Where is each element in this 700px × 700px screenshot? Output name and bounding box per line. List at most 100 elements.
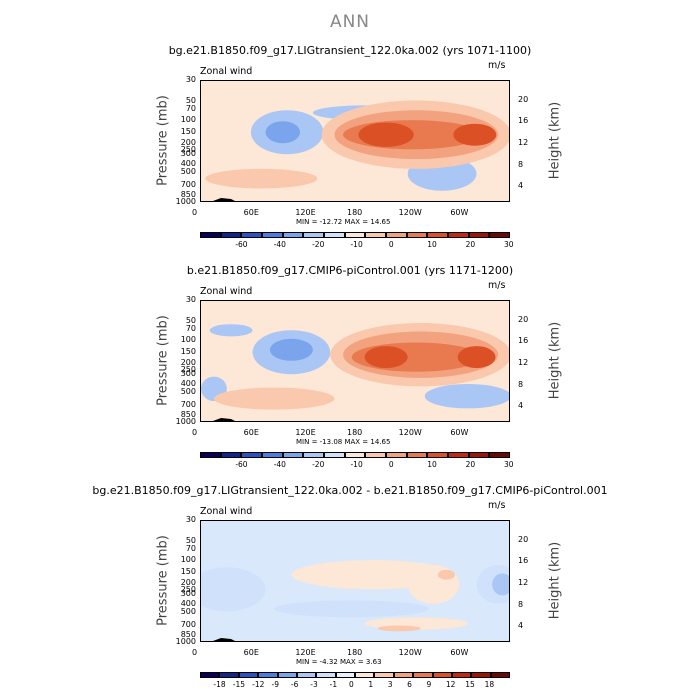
colorbar-swatch <box>471 672 491 678</box>
pressure-tick: 700 <box>180 619 196 629</box>
y-axis-right-label: Height (km) <box>547 321 563 400</box>
colorbar-swatch <box>220 232 242 238</box>
contour-region <box>437 569 455 580</box>
variable-label: Zonal wind <box>200 286 253 297</box>
pressure-tick: 50 <box>185 95 196 105</box>
colorbar-swatch <box>241 452 262 458</box>
colorbar-swatch <box>447 232 469 238</box>
longitude-tick: 120E <box>295 648 316 657</box>
colorbar-label: 30 <box>504 240 514 249</box>
colorbar-swatch <box>282 452 304 458</box>
longitude-tick: 0 <box>192 648 198 657</box>
colorbar-swatch <box>451 672 472 678</box>
pressure-tick: 50 <box>185 315 196 325</box>
colorbar-swatch <box>344 452 366 458</box>
colorbar-label: -40 <box>273 460 286 469</box>
colorbar-label: 3 <box>387 680 393 689</box>
colorbar-label: 10 <box>427 240 437 249</box>
longitude-tick: 180 <box>347 428 363 437</box>
colorbar-label: 18 <box>484 680 495 689</box>
colorbar-label: 30 <box>504 460 514 469</box>
colorbar-swatch <box>200 452 221 458</box>
colorbar-swatch <box>393 672 414 678</box>
contour-region <box>209 324 253 337</box>
variable-label: Zonal wind <box>200 506 253 517</box>
height-tick: 4 <box>518 621 524 631</box>
colorbar-swatch <box>432 672 452 678</box>
colorbar-label: 0 <box>388 240 394 249</box>
colorbar-label: -9 <box>271 680 279 689</box>
contour-field <box>201 301 509 421</box>
pressure-tick: 250 <box>180 584 196 594</box>
colorbar-swatch <box>427 452 448 458</box>
longitude-tick: 180 <box>347 208 363 217</box>
pressure-tick: 200 <box>180 358 196 368</box>
units-label: m/s <box>488 500 506 511</box>
height-tick: 8 <box>518 160 524 170</box>
contour-plot <box>200 300 510 422</box>
contour-region <box>201 567 266 612</box>
colorbar-swatch <box>316 672 336 678</box>
pressure-tick: 50 <box>185 535 196 545</box>
longitude-tick: 60E <box>243 428 259 437</box>
pressure-tick: 500 <box>180 386 196 396</box>
contour-plot <box>200 80 510 202</box>
colorbar-swatch <box>406 452 428 458</box>
contour-region <box>205 168 318 189</box>
pressure-tick: 200 <box>180 138 196 148</box>
min-max-label: MIN = -13.08 MAX = 14.65 <box>296 438 391 446</box>
colorbar-label: -60 <box>235 240 248 249</box>
colorbar-swatch <box>406 232 428 238</box>
colorbar-swatch <box>489 232 510 238</box>
pressure-tick: 700 <box>180 399 196 409</box>
colorbar-label: 0 <box>388 460 394 469</box>
colorbar-swatch <box>344 232 366 238</box>
contour-region <box>492 573 509 596</box>
pressure-tick: 30 <box>185 295 196 304</box>
pressure-tick: 1000 <box>175 197 196 206</box>
contour-region <box>364 346 408 369</box>
pressure-tick: 100 <box>180 555 196 565</box>
min-max-label: MIN = -12.72 MAX = 14.65 <box>296 218 391 226</box>
colorbar-swatch <box>365 232 386 238</box>
pressure-tick: 300 <box>180 149 196 159</box>
colorbar-swatch <box>303 232 324 238</box>
contour-region <box>407 564 460 604</box>
colorbar-label: -20 <box>312 240 325 249</box>
colorbar-label: -15 <box>232 680 245 689</box>
contour-region <box>201 577 226 602</box>
pressure-tick: 400 <box>180 599 196 609</box>
pressure-tick: 1000 <box>175 637 196 646</box>
topography <box>213 198 235 201</box>
colorbar-label: 20 <box>465 240 476 249</box>
pressure-tick: 850 <box>180 189 196 199</box>
height-tick: 12 <box>518 578 529 588</box>
height-tick: 4 <box>518 181 524 191</box>
pressure-tick: 200 <box>180 578 196 588</box>
colorbar-label: -10 <box>350 240 363 249</box>
pressure-tick: 150 <box>180 567 196 577</box>
units-label: m/s <box>488 60 506 71</box>
pressure-tick: 250 <box>180 364 196 374</box>
colorbar-swatch <box>489 452 510 458</box>
pressure-tick: 850 <box>180 629 196 639</box>
height-tick: 16 <box>518 116 529 126</box>
min-max-label: MIN = -4.32 MAX = 3.63 <box>296 658 382 666</box>
contour-region <box>457 346 496 369</box>
height-tick: 12 <box>518 138 529 148</box>
colorbar-swatch <box>468 452 490 458</box>
colorbar-swatch <box>427 232 448 238</box>
colorbar-swatch <box>365 452 386 458</box>
y-axis-right-label: Height (km) <box>547 541 563 620</box>
colorbar-swatch <box>355 672 375 678</box>
y-axis-right-label: Height (km) <box>547 101 563 180</box>
colorbar-label: -20 <box>312 460 325 469</box>
colorbar-swatch <box>277 672 297 678</box>
colorbar-swatch <box>220 452 242 458</box>
pressure-tick: 150 <box>180 127 196 137</box>
chart-title: b.e21.B1850.f09_g17.CMIP6-piControl.001 … <box>186 264 514 277</box>
contour-region <box>274 600 430 618</box>
colorbar-label: 0 <box>349 680 354 689</box>
pressure-tick: 100 <box>180 335 196 345</box>
longitude-tick: 120E <box>295 428 316 437</box>
